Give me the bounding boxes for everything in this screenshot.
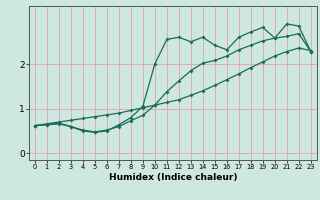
X-axis label: Humidex (Indice chaleur): Humidex (Indice chaleur) [108, 173, 237, 182]
